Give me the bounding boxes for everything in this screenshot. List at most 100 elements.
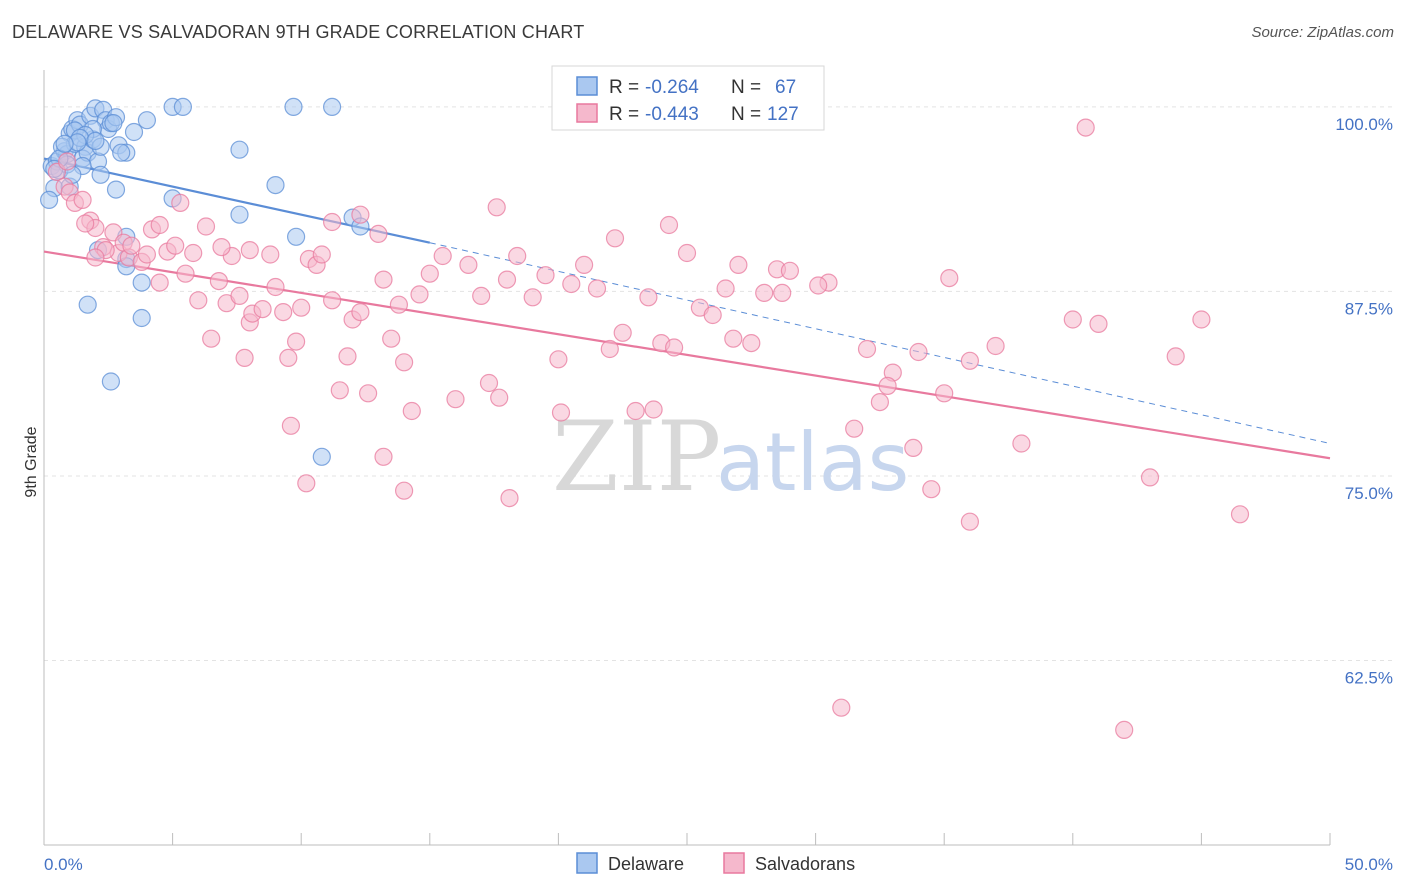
point-delaware [132, 273, 151, 292]
point-salvadorans [1063, 310, 1082, 329]
point-salvadorans [1012, 434, 1031, 453]
point-salvadorans [1115, 720, 1134, 740]
bottom-legend: Delaware Salvadorans [576, 852, 855, 874]
point-salvadorans [73, 190, 92, 209]
point-salvadorans [351, 303, 370, 322]
point-salvadorans [909, 342, 928, 362]
point-salvadorans [374, 447, 393, 466]
point-salvadorans [677, 243, 697, 263]
point-salvadorans [235, 348, 254, 367]
point-delaware [39, 190, 59, 209]
point-salvadorans [870, 393, 890, 412]
point-delaware [104, 113, 123, 133]
point-salvadorans [279, 348, 298, 367]
point-delaware [312, 447, 331, 466]
point-salvadorans [369, 224, 388, 243]
point-salvadorans [1076, 118, 1095, 137]
bottom-legend-salvadorans: Salvadorans [755, 854, 855, 874]
point-salvadorans [189, 291, 208, 310]
y-tick-label: 100.0% [1335, 115, 1393, 134]
legend-box: R = -0.264 N = 67 R = -0.443 N = 127 [551, 65, 825, 131]
point-salvadorans [845, 419, 864, 438]
point-delaware [91, 165, 110, 184]
point-delaware [55, 134, 74, 153]
point-salvadorans [809, 276, 828, 295]
point-salvadorans [209, 272, 228, 291]
point-delaware [287, 227, 306, 246]
point-salvadorans [832, 698, 851, 717]
x-tick-labels: 0.0% 50.0% [44, 855, 1393, 874]
point-salvadorans [536, 266, 555, 285]
point-salvadorans [338, 347, 357, 366]
point-salvadorans [253, 300, 272, 319]
point-salvadorans [57, 152, 77, 171]
point-salvadorans [212, 238, 231, 257]
point-salvadorans [960, 512, 980, 531]
point-salvadorans [490, 388, 509, 407]
point-salvadorans [935, 384, 954, 403]
point-salvadorans [171, 193, 190, 212]
point-salvadorans [922, 480, 941, 499]
data-points [39, 97, 1250, 740]
point-salvadorans [724, 329, 743, 348]
point-salvadorans [281, 416, 300, 435]
point-salvadorans [587, 279, 607, 298]
y-axis-label: 9th Grade [23, 426, 40, 497]
bottom-legend-swatch-delaware [576, 852, 598, 874]
point-salvadorans [150, 215, 169, 235]
legend-n-value-1: 67 [775, 77, 796, 98]
point-salvadorans [330, 381, 349, 400]
point-salvadorans [605, 229, 625, 248]
point-salvadorans [500, 489, 519, 508]
point-delaware [132, 308, 151, 328]
point-salvadorans [184, 243, 203, 263]
point-salvadorans [446, 390, 465, 409]
point-delaware [266, 176, 285, 195]
point-delaware [106, 180, 126, 199]
legend-r-value-1: -0.264 [645, 77, 699, 98]
point-salvadorans [549, 350, 568, 369]
chart-title: DELAWARE VS SALVADORAN 9TH GRADE CORRELA… [12, 22, 585, 42]
x-tick-label-min: 0.0% [44, 855, 83, 874]
point-salvadorans [459, 255, 478, 274]
watermark-atlas: atlas [716, 416, 909, 509]
point-salvadorans [323, 291, 342, 310]
point-salvadorans [410, 285, 429, 304]
point-salvadorans [626, 401, 645, 421]
point-salvadorans [1166, 347, 1185, 366]
point-salvadorans [196, 217, 216, 236]
point-salvadorans [312, 245, 331, 264]
point-salvadorans [729, 255, 748, 274]
point-salvadorans [742, 334, 761, 353]
point-delaware [78, 295, 97, 314]
point-salvadorans [904, 438, 923, 457]
point-salvadorans [395, 353, 414, 372]
legend-n-label-1: N = [731, 77, 761, 98]
point-delaware [124, 122, 144, 142]
point-salvadorans [857, 339, 877, 359]
point-salvadorans [389, 295, 408, 314]
gridlines [44, 106, 1392, 661]
point-salvadorans [940, 269, 959, 288]
point-salvadorans [487, 198, 506, 217]
point-salvadorans [562, 274, 581, 294]
y-tick-labels: 62.5% 75.0% 87.5% 100.0% [1335, 115, 1393, 688]
point-salvadorans [202, 329, 221, 348]
point-salvadorans [1140, 468, 1160, 487]
point-salvadorans [292, 298, 311, 317]
point-delaware [137, 111, 156, 130]
point-delaware [112, 143, 131, 162]
point-delaware [101, 372, 121, 391]
legend-r-label-1: R = [609, 77, 639, 98]
point-salvadorans [639, 288, 658, 307]
point-delaware [230, 140, 249, 159]
point-salvadorans [240, 241, 259, 260]
point-salvadorans [122, 236, 141, 255]
point-salvadorans [395, 481, 414, 500]
axes [43, 70, 1331, 846]
point-salvadorans [287, 332, 306, 351]
legend-n-value-2: 127 [767, 104, 799, 125]
point-delaware [230, 205, 249, 224]
point-salvadorans [960, 351, 980, 370]
